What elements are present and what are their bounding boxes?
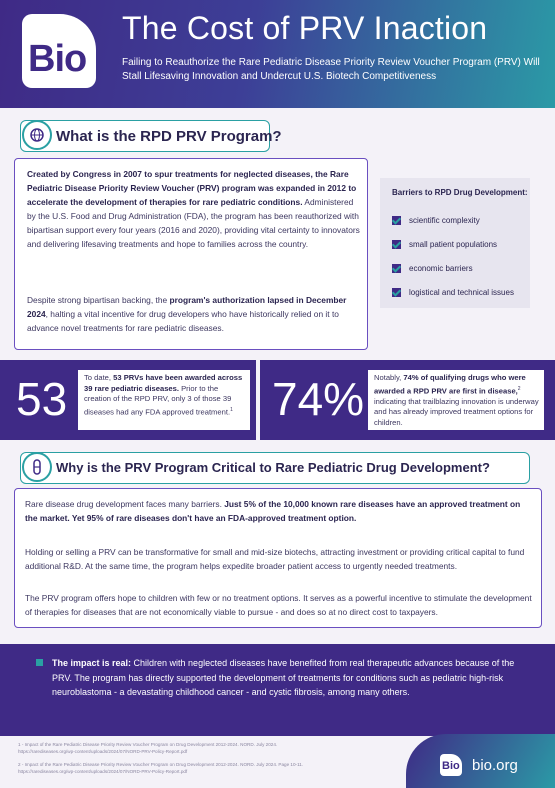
stat-text-74: Notably, 74% of qualifying drugs who wer… (374, 373, 540, 428)
what-is-para2-a: Despite strong bipartisan backing, the (27, 295, 170, 305)
footer-corner-banner (406, 734, 555, 788)
why-para1-a: Rare disease drug development faces many… (25, 499, 225, 509)
barrier-label: logistical and technical issues (409, 288, 514, 297)
barrier-item: economic barriers (392, 264, 473, 274)
barriers-title: Barriers to RPD Drug Development: (392, 188, 528, 197)
footnote-2: 2 - Impact of the Rare Pediatric Disease… (18, 762, 378, 775)
what-is-card: Created by Congress in 2007 to spur trea… (14, 158, 368, 350)
stat-text-74-bold: 74% of qualifying drugs who were awarded… (374, 373, 526, 396)
stat-number-53: 53 (16, 373, 68, 425)
barrier-item: logistical and technical issues (392, 288, 514, 298)
what-is-para1-rest: Administered by the U.S. Food and Drug A… (27, 197, 360, 249)
stat-text-53: To date, 53 PRVs have been awarded acros… (84, 373, 246, 418)
footnote-1: 1 - Impact of the Rare Pediatric Disease… (18, 742, 378, 755)
stat-card-74 (368, 370, 544, 430)
checkbox-icon (392, 288, 401, 298)
impact-text: The impact is real: Children with neglec… (52, 656, 522, 700)
checkbox-icon (392, 240, 401, 250)
footnote-ref-1: 1 (230, 406, 233, 413)
impact-body: Children with neglected diseases have be… (52, 658, 515, 697)
page-title: The Cost of PRV Inaction (122, 10, 488, 46)
section-why-title-box (20, 452, 530, 484)
barriers-box: Barriers to RPD Drug Development: scient… (380, 178, 530, 308)
stat-text-53-bold: 53 PRVs have been awarded across 39 rare… (84, 373, 243, 393)
section-what-title-box (20, 120, 270, 152)
checkbox-icon (392, 264, 401, 274)
why-para1-bold: Just 5% of the 10,000 known rare disease… (25, 499, 521, 523)
stat-text-53-a: To date, (84, 373, 114, 382)
bio-logo (22, 14, 96, 88)
barrier-label: scientific complexity (409, 216, 480, 225)
why-paragraph-1: Rare disease drug development faces many… (25, 497, 533, 525)
bio-logo-text: Bio (28, 38, 87, 80)
checkbox-icon (392, 216, 401, 226)
footer-bio-logo (440, 754, 462, 776)
footnote-1-text: 1 - Impact of the Rare Pediatric Disease… (18, 742, 278, 747)
footer-url-link[interactable]: bio.org (472, 757, 518, 774)
what-is-para2-bold: program's authorization lapsed in Decemb… (27, 295, 347, 319)
section-why-title: Why is the PRV Program Critical to Rare … (56, 460, 490, 475)
stat-card-53 (78, 370, 250, 430)
what-is-para2-b: , halting a vital incentive for drug dev… (27, 309, 339, 333)
stat-text-74-b: indicating that trailblazing innovation … (374, 396, 539, 427)
what-is-paragraph-1: Created by Congress in 2007 to spur trea… (27, 167, 361, 251)
impact-band: The impact is real: Children with neglec… (0, 644, 555, 736)
footnote-2-url[interactable]: https://rarediseases.org/wp-content/uplo… (18, 768, 188, 774)
footer-bio-logo-text: Bio (442, 760, 460, 772)
globe-network-icon (22, 120, 52, 150)
stat-text-74-a: Notably, (374, 373, 404, 382)
footnote-2-text: 2 - Impact of the Rare Pediatric Disease… (18, 762, 304, 767)
what-is-paragraph-2: Despite strong bipartisan backing, the p… (27, 293, 361, 335)
section-what-title: What is the RPD PRV Program? (56, 128, 282, 145)
what-is-para1-bold: Created by Congress in 2007 to spur trea… (27, 169, 357, 207)
barrier-label: economic barriers (409, 264, 473, 273)
why-paragraph-3: The PRV program offers hope to children … (25, 593, 532, 617)
impact-bold: The impact is real: (52, 658, 132, 668)
why-card: Rare disease drug development faces many… (14, 488, 542, 628)
footnote-1-url[interactable]: https://rarediseases.org/wp-content/uplo… (18, 748, 188, 754)
pill-capsule-icon (22, 452, 52, 482)
page-subtitle: Failing to Reauthorize the Rare Pediatri… (122, 57, 540, 82)
bullet-square-icon (36, 659, 43, 666)
why-paragraph-2: Holding or selling a PRV can be transfor… (25, 547, 525, 571)
barrier-item: scientific complexity (392, 216, 480, 226)
barrier-label: small patient populations (409, 240, 498, 249)
barrier-item: small patient populations (392, 240, 498, 250)
stat-text-53-b: Prior to the creation of the RPD PRV, on… (84, 383, 232, 417)
stat-number-74: 74% (272, 373, 365, 425)
footnote-ref-2: 2 (517, 385, 521, 392)
